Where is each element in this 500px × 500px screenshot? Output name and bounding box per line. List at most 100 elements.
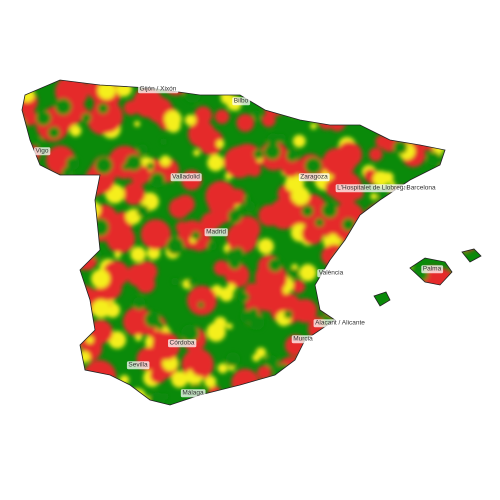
green-blob (427, 292, 439, 304)
red-blob (430, 314, 446, 331)
yellow-blob (310, 345, 323, 358)
green-blob (336, 249, 347, 261)
red-blob (64, 245, 84, 265)
yellow-blob (392, 254, 412, 275)
red-blob (397, 279, 425, 307)
red-blob (455, 380, 481, 405)
yellow-blob (291, 186, 310, 206)
red-blob (22, 230, 28, 243)
red-blob (23, 196, 57, 230)
green-blob (468, 147, 481, 161)
red-blob (22, 158, 38, 180)
red-blob (39, 355, 71, 387)
red-blob (329, 346, 356, 374)
yellow-blob (83, 200, 101, 219)
red-blob (275, 356, 308, 388)
green-blob (342, 218, 355, 231)
yellow-blob (74, 302, 90, 318)
city-label: Zaragoza (300, 174, 328, 181)
red-blob (417, 310, 447, 340)
green-blob (338, 282, 354, 298)
green-blob (300, 80, 316, 94)
red-blob (231, 368, 259, 397)
green-blob (407, 318, 415, 326)
red-blob (194, 106, 213, 125)
red-blob (382, 335, 399, 352)
green-blob (97, 103, 109, 114)
red-blob (355, 103, 374, 122)
green-blob (231, 247, 245, 261)
yellow-blob (384, 346, 403, 365)
yellow-blob (394, 288, 410, 304)
green-blob (81, 113, 92, 123)
green-blob (65, 188, 74, 197)
green-blob (275, 381, 293, 399)
green-blob (248, 314, 265, 331)
green-blob (268, 258, 282, 272)
red-blob (150, 367, 167, 384)
green-blob (191, 231, 201, 240)
green-blob (50, 352, 69, 370)
yellow-blob (22, 87, 35, 103)
green-blob (462, 108, 472, 118)
green-blob (287, 268, 299, 280)
yellow-blob (473, 289, 481, 298)
red-blob (464, 278, 481, 302)
green-blob (361, 87, 370, 96)
green-blob (480, 251, 481, 259)
red-blob (390, 221, 417, 248)
red-blob (317, 372, 339, 394)
yellow-blob (67, 251, 84, 268)
red-blob (323, 244, 346, 266)
yellow-blob (450, 357, 458, 365)
yellow-blob (311, 80, 323, 91)
label-background (180, 389, 206, 398)
green-blob (156, 321, 165, 330)
yellow-blob (397, 364, 415, 381)
red-blob (360, 355, 384, 379)
red-blob (443, 166, 460, 183)
red-blob (441, 323, 470, 352)
yellow-blob (418, 378, 429, 389)
red-blob (267, 80, 287, 99)
green-blob (369, 206, 385, 222)
yellow-blob (370, 192, 378, 200)
yellow-blob (217, 363, 228, 374)
city-label: Gijón / Xixón (140, 86, 177, 93)
label-background (335, 184, 411, 193)
yellow-blob (449, 335, 461, 346)
yellow-blob (334, 328, 341, 335)
red-blob (463, 80, 481, 101)
green-blob (426, 151, 441, 166)
red-blob (368, 147, 383, 162)
yellow-blob (226, 323, 233, 330)
yellow-blob (347, 400, 360, 405)
red-blob (375, 134, 389, 149)
yellow-blob (459, 186, 471, 198)
red-blob (26, 373, 45, 392)
label-background (168, 339, 197, 348)
yellow-blob (386, 302, 398, 314)
red-blob (328, 114, 346, 132)
city-label: Barcelona (406, 185, 436, 192)
yellow-blob (381, 207, 399, 226)
red-blob (80, 216, 94, 230)
red-blob (456, 229, 479, 252)
red-blob (257, 365, 272, 381)
green-blob (333, 252, 346, 265)
red-blob (437, 174, 469, 205)
yellow-blob (79, 178, 94, 192)
red-blob (434, 241, 447, 254)
yellow-blob (85, 336, 94, 344)
yellow-blob (159, 155, 171, 167)
yellow-blob (443, 342, 450, 349)
yellow-blob (395, 389, 415, 405)
yellow-blob (339, 380, 351, 392)
green-blob (23, 241, 34, 252)
red-blob (186, 285, 217, 316)
yellow-blob (135, 334, 142, 342)
green-blob (36, 110, 52, 126)
green-blob (402, 230, 414, 242)
green-blob (435, 114, 444, 123)
red-blob (83, 359, 117, 393)
